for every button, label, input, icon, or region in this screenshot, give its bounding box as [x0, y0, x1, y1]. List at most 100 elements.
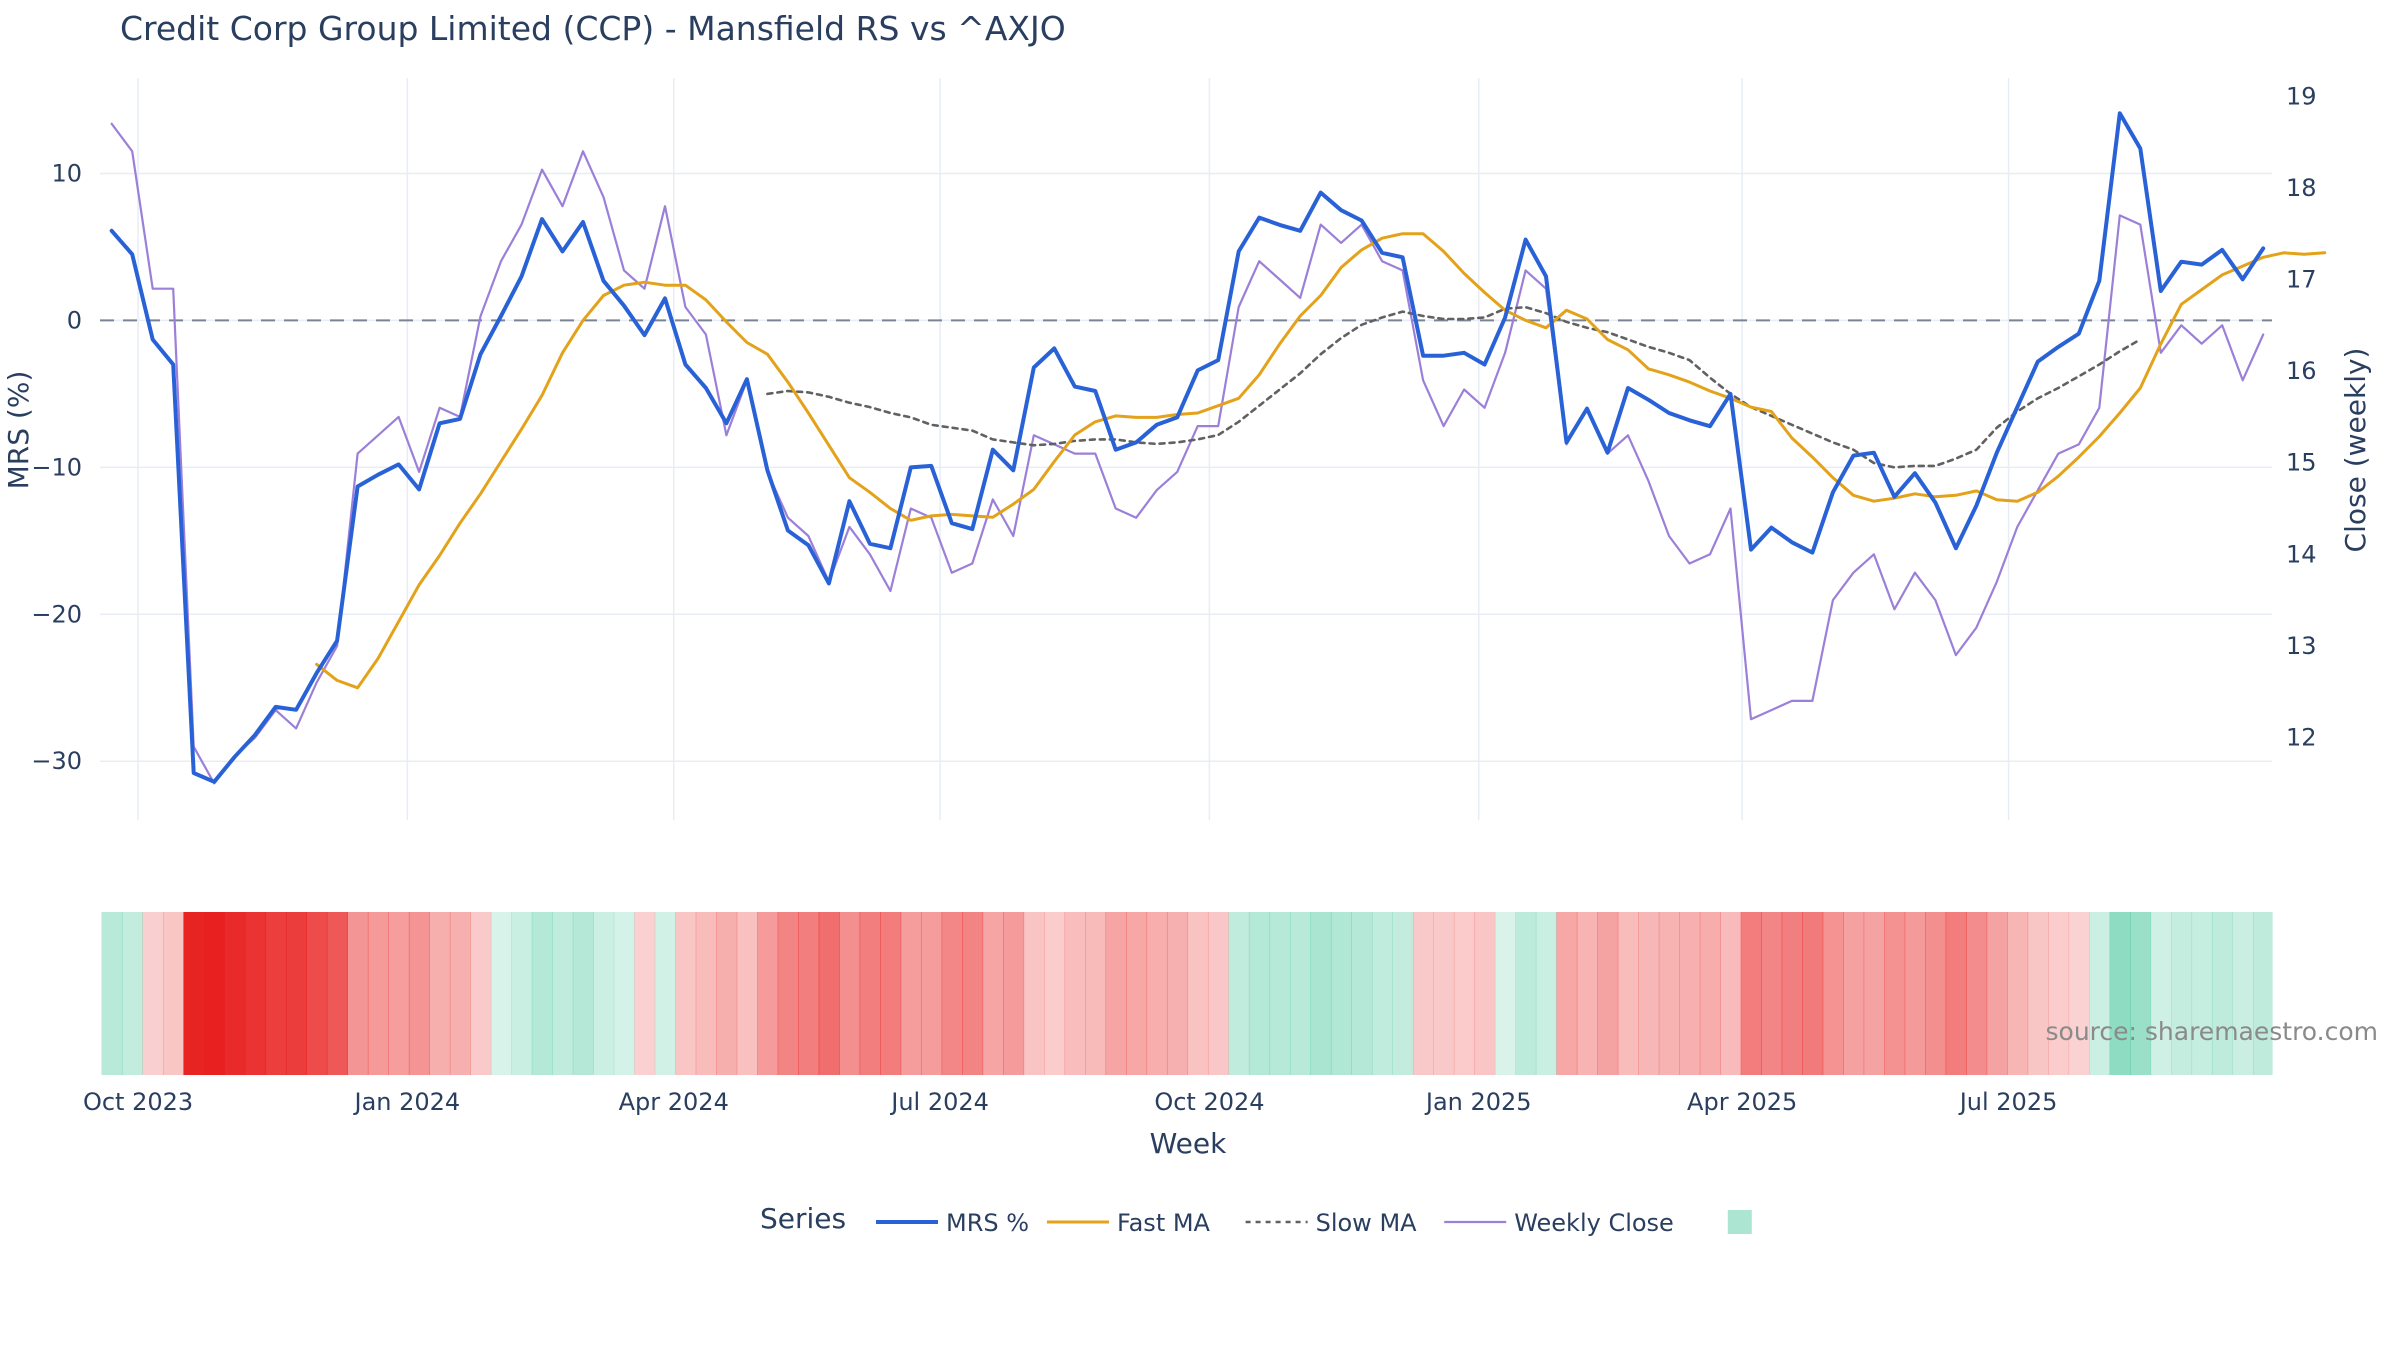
heatmap-cell [1433, 912, 1455, 1075]
heatmap-cell [1412, 912, 1434, 1075]
heatmap-cell [2027, 912, 2049, 1075]
left-tick-label: 0 [67, 306, 82, 334]
heatmap-cell [1679, 912, 1701, 1075]
heatmap-cell [1310, 912, 1332, 1075]
heatmap-cell [2232, 912, 2254, 1075]
legend-label: Slow MA [1316, 1209, 1418, 1237]
heatmap-cell [1617, 912, 1639, 1075]
left-axis-title: MRS (%) [2, 371, 35, 490]
heatmap-cell [1003, 912, 1025, 1075]
x-axis-ticks: Oct 2023 Jan 2024 Apr 2024 Jul 2024 Oct 2024… [83, 1088, 2057, 1116]
series-lines [109, 111, 2327, 785]
heatmap-cell [1289, 912, 1312, 1075]
heatmap-cell [839, 912, 861, 1075]
heatmap-cell [2068, 912, 2090, 1075]
heatmap-cell [654, 912, 676, 1075]
heatmap-cell [572, 912, 594, 1075]
heatmap-cell [388, 912, 410, 1075]
heatmap-cell [1515, 912, 1537, 1075]
x-tick-label: Jan 2025 [1424, 1088, 1532, 1116]
heatmap-cell [2191, 912, 2213, 1075]
heatmap-cell [1494, 912, 1516, 1075]
heatmap-cell [531, 912, 553, 1075]
heatmap-cell [1597, 912, 1619, 1075]
x-tick-label: Apr 2025 [1687, 1088, 1797, 1116]
left-axis-ticks: 10 0 −10 −20 −30 [31, 160, 82, 776]
x-tick-label: Jan 2024 [353, 1088, 461, 1116]
heatmap-cell [1699, 912, 1721, 1075]
heatmap-cell [429, 912, 451, 1075]
left-tick-label: −10 [31, 453, 82, 481]
heatmap-cell [552, 912, 574, 1075]
heatmap-cell [1330, 912, 1352, 1075]
source-credit: source: sharemaestro.com [2046, 1017, 2379, 1046]
heatmap-cell [265, 912, 287, 1075]
left-tick-label: 10 [51, 160, 82, 188]
heatmap-cell [1228, 912, 1250, 1075]
right-tick-label: 17 [2286, 266, 2317, 294]
heatmap-cell [2150, 912, 2172, 1075]
heatmap-cell [1269, 912, 1291, 1075]
heatmap-cell [511, 912, 533, 1075]
heatmap-cell [1535, 912, 1557, 1075]
heatmap-cell [921, 912, 943, 1075]
series-line-fast-ma [315, 232, 2327, 690]
heatmap-cell [490, 912, 512, 1075]
heatmap-cell [1966, 912, 1988, 1075]
heatmap-cell [1740, 912, 1762, 1075]
heatmap-cell [2171, 912, 2193, 1075]
heatmap-cell [1166, 912, 1189, 1075]
series-line-weekly-close [110, 122, 2265, 785]
heatmap-cell [2109, 912, 2131, 1075]
x-axis-title: Week [1150, 1127, 1227, 1160]
heatmap-cell [408, 912, 430, 1075]
x-tick-label: Jul 2025 [1958, 1088, 2058, 1116]
legend-item: Slow MA [1245, 1209, 1418, 1237]
right-tick-label: 15 [2286, 449, 2317, 477]
right-tick-label: 14 [2286, 540, 2317, 568]
x-tick-label: Oct 2023 [83, 1088, 193, 1116]
legend-heatmap-swatch [1727, 1210, 1752, 1234]
heatmap-cell [941, 912, 963, 1075]
heatmap-cell [306, 912, 328, 1075]
heatmap-cell [1187, 912, 1209, 1075]
heatmap-cell [1781, 912, 1803, 1075]
right-axis-title: Close (weekly) [2339, 348, 2372, 553]
heatmap-cell [1125, 912, 1148, 1075]
right-axis-ticks: 19 18 17 16 15 14 13 12 [2286, 82, 2317, 751]
heatmap-cell [1658, 912, 1680, 1075]
heatmap-cell [162, 912, 185, 1075]
heatmap-cell [634, 912, 656, 1075]
heatmap-cell [1474, 912, 1496, 1075]
heatmap-cell [1556, 912, 1578, 1075]
heatmap-cell [2130, 912, 2152, 1075]
right-tick-label: 12 [2286, 724, 2317, 752]
heatmap-cell [695, 912, 717, 1075]
heatmap-cell [613, 912, 635, 1075]
heatmap-cell [142, 912, 164, 1075]
series-line-mrs [109, 111, 2266, 784]
heatmap-cell [1064, 912, 1086, 1075]
legend-title: Series [760, 1202, 846, 1235]
heatmap-cell [449, 912, 471, 1075]
heatmap-cell [1945, 912, 1967, 1075]
heatmap-cell [1904, 912, 1926, 1075]
heatmap-cell [1351, 912, 1373, 1075]
heatmap-cell [1207, 912, 1230, 1075]
right-tick-label: 19 [2286, 82, 2317, 110]
heatmap-cell [1638, 912, 1660, 1075]
heatmap-cell [1863, 912, 1885, 1075]
grid-lines [100, 78, 2272, 820]
heatmap-cell [2089, 912, 2111, 1075]
heatmap-cell [675, 912, 697, 1075]
heatmap-cell [1720, 912, 1742, 1075]
heatmap-cell [1884, 912, 1906, 1075]
x-tick-label: Jul 2024 [889, 1088, 989, 1116]
x-tick-label: Oct 2024 [1154, 1088, 1264, 1116]
heatmap-cell [1925, 912, 1947, 1075]
heatmap-cell [121, 912, 144, 1075]
heatmap-cell [1044, 912, 1066, 1075]
heatmap-cell [880, 912, 902, 1075]
heatmap-cell [2007, 912, 2029, 1075]
heatmap-cell [777, 912, 799, 1075]
